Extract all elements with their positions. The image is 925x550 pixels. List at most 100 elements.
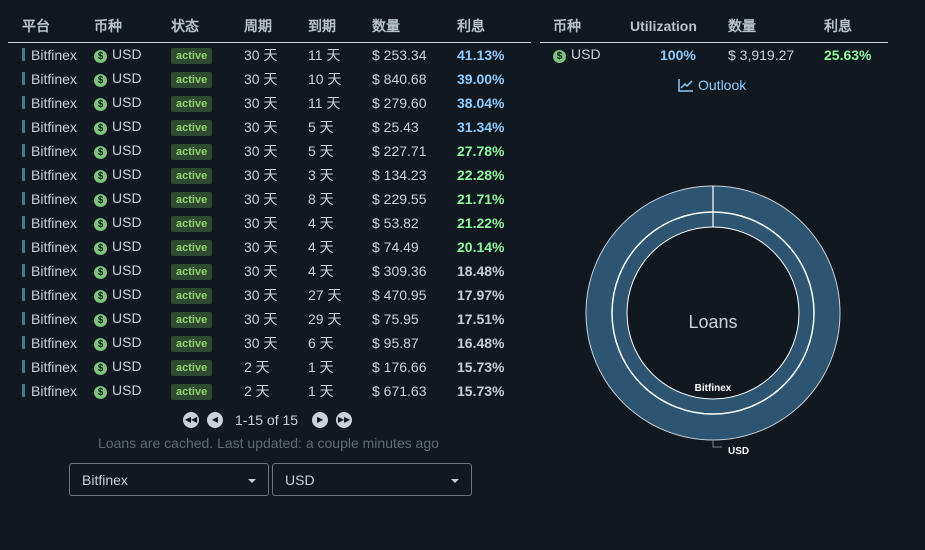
platform-marker-icon	[22, 287, 25, 301]
prev-page-button[interactable]: ◀	[207, 412, 223, 428]
summary-panel: 币种 Utilization 数量 利息 $ USD 100% $ 3,919.2…	[540, 0, 888, 67]
loan-row: Bitfinex $ USD active 2 天 1 天 $ 671.63 15.73%	[8, 379, 531, 403]
loan-currency-label: USD	[112, 262, 142, 278]
platform-marker-icon	[22, 167, 25, 181]
loan-currency: $ USD	[94, 139, 171, 163]
loan-platform: Bitfinex	[8, 259, 94, 283]
loan-platform: Bitfinex	[8, 211, 94, 235]
loan-currency: $ USD	[94, 307, 171, 331]
loan-platform-label: Bitfinex	[31, 382, 77, 399]
loan-status: active	[171, 259, 244, 283]
loan-amount: $ 840.68	[372, 70, 427, 87]
dollar-coin-icon: $	[94, 218, 107, 231]
col-header-platform[interactable]: 平台	[8, 0, 94, 43]
outlook-link[interactable]: Outlook	[678, 77, 746, 93]
loan-currency-label: USD	[112, 118, 142, 134]
summary-rate: 25.63%	[824, 46, 872, 63]
status-badge: active	[171, 215, 213, 232]
dollar-coin-icon: $	[553, 50, 566, 63]
loan-row: Bitfinex $ USD active 30 天 5 天 $ 227.71 27.78%	[8, 139, 531, 163]
summary-header-currency[interactable]: 币种	[540, 0, 630, 43]
loan-platform: Bitfinex	[8, 331, 94, 355]
dollar-coin-icon: $	[94, 386, 107, 399]
loan-platform: Bitfinex	[8, 115, 94, 139]
loan-currency-label: USD	[112, 46, 142, 62]
loan-amount: $ 95.87	[372, 334, 419, 351]
col-header-rate[interactable]: 利息	[457, 0, 531, 43]
loans-panel: 平台 币种 状态 周期 到期 数量 利息 Bitfinex $ USD active 3…	[8, 0, 531, 403]
loans-table: 平台 币种 状态 周期 到期 数量 利息 Bitfinex $ USD active 3…	[8, 0, 531, 403]
loan-amount: $ 229.55	[372, 190, 427, 207]
loan-status: active	[171, 379, 244, 403]
dollar-coin-icon: $	[94, 242, 107, 255]
cache-note: Loans are cached. Last updated: a couple…	[98, 435, 439, 451]
col-header-amount[interactable]: 数量	[372, 0, 457, 43]
loan-currency-label: USD	[112, 94, 142, 110]
status-badge: active	[171, 263, 213, 280]
loan-platform: Bitfinex	[8, 139, 94, 163]
platform-marker-icon	[22, 47, 25, 61]
loan-due: 5 天	[308, 142, 334, 159]
first-page-button[interactable]: ◀◀	[183, 412, 199, 428]
loan-due: 4 天	[308, 262, 334, 279]
loan-period: 30 天	[244, 118, 278, 135]
summary-header-utilization[interactable]: Utilization	[630, 0, 728, 43]
loan-platform-label: Bitfinex	[31, 142, 77, 159]
status-badge: active	[171, 191, 213, 208]
loan-row: Bitfinex $ USD active 30 天 6 天 $ 95.87 16.48%	[8, 331, 531, 355]
col-header-currency[interactable]: 币种	[94, 0, 171, 43]
col-header-period[interactable]: 周期	[244, 0, 308, 43]
loan-rate: 22.28%	[457, 166, 505, 183]
loan-due: 1 天	[308, 358, 334, 375]
last-page-button[interactable]: ▶▶	[336, 412, 353, 428]
loan-status: active	[171, 139, 244, 163]
loan-due: 29 天	[308, 310, 342, 327]
loan-amount: $ 671.63	[372, 382, 427, 399]
col-header-due[interactable]: 到期	[308, 0, 372, 43]
loan-period: 30 天	[244, 190, 278, 207]
loan-rate: 21.22%	[457, 214, 505, 231]
loan-currency: $ USD	[94, 355, 171, 379]
platform-marker-icon	[22, 143, 25, 157]
loan-status: active	[171, 211, 244, 235]
loan-row: Bitfinex $ USD active 30 天 5 天 $ 25.43 31.34%	[8, 115, 531, 139]
loan-platform-label: Bitfinex	[31, 70, 77, 87]
loan-platform-label: Bitfinex	[31, 334, 77, 351]
loan-due: 27 天	[308, 286, 342, 303]
summary-header-rate[interactable]: 利息	[824, 0, 888, 43]
loan-platform: Bitfinex	[8, 67, 94, 91]
donut-title: Loans	[688, 312, 737, 332]
loan-rate: 41.13%	[457, 46, 505, 63]
loan-period: 30 天	[244, 46, 278, 63]
summary-amount: $ 3,919.27	[728, 46, 795, 63]
col-header-status[interactable]: 状态	[171, 0, 244, 43]
currency-select[interactable]: USD	[272, 463, 472, 496]
loan-period: 30 天	[244, 334, 278, 351]
dollar-coin-icon: $	[94, 290, 107, 303]
platform-select[interactable]: Bitfinex	[69, 463, 269, 496]
next-page-button[interactable]: ▶	[312, 412, 329, 428]
loan-currency-label: USD	[112, 70, 142, 86]
loan-row: Bitfinex $ USD active 30 天 4 天 $ 53.82 21.22%	[8, 211, 531, 235]
currency-select-value: USD	[285, 472, 315, 488]
loan-row: Bitfinex $ USD active 30 天 11 天 $ 279.60 38.04%	[8, 91, 531, 115]
loan-amount: $ 253.34	[372, 46, 427, 63]
page-info: 1-15 of 15	[235, 412, 299, 428]
loan-currency-label: USD	[112, 190, 142, 206]
loan-period: 30 天	[244, 238, 278, 255]
dollar-coin-icon: $	[94, 74, 107, 87]
platform-select-value: Bitfinex	[82, 472, 128, 488]
outlook-label: Outlook	[698, 77, 747, 93]
loan-period: 30 天	[244, 70, 278, 87]
platform-marker-icon	[22, 311, 25, 325]
platform-marker-icon	[22, 263, 25, 277]
loan-currency-label: USD	[112, 214, 142, 230]
status-badge: active	[171, 167, 213, 184]
status-badge: active	[171, 383, 213, 400]
loan-due: 11 天	[308, 46, 341, 63]
platform-marker-icon	[22, 191, 25, 205]
loan-status: active	[171, 307, 244, 331]
loan-rate: 17.51%	[457, 310, 505, 327]
summary-header-amount[interactable]: 数量	[728, 0, 824, 43]
loan-row: Bitfinex $ USD active 30 天 29 天 $ 75.95 17.51%	[8, 307, 531, 331]
